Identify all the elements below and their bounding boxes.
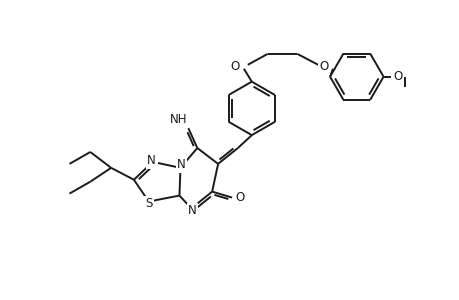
Text: O: O — [235, 191, 244, 204]
Text: O: O — [319, 60, 328, 73]
Text: N: N — [147, 154, 156, 167]
Text: N: N — [177, 158, 185, 171]
Text: O: O — [230, 60, 239, 73]
Text: S: S — [145, 197, 152, 210]
Text: NH: NH — [169, 113, 187, 126]
Text: O: O — [393, 70, 402, 83]
Text: N: N — [188, 204, 196, 217]
